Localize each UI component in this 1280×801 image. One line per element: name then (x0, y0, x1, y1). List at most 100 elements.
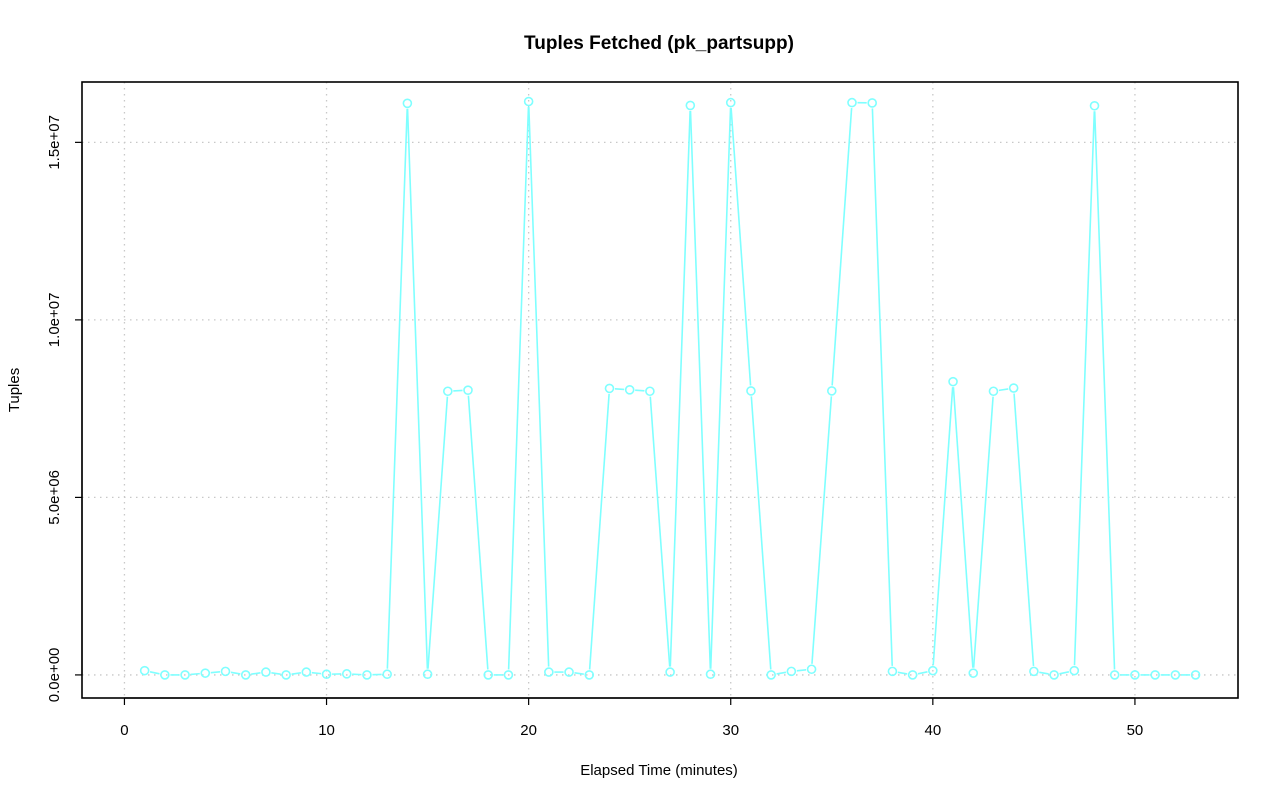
plot-frame (81, 81, 1239, 699)
data-point (483, 670, 494, 680)
data-point (220, 666, 231, 677)
series-line-segment (574, 672, 584, 675)
series-line-segment (730, 108, 752, 386)
data-point (685, 100, 696, 111)
series-line-segment (689, 110, 712, 669)
grid (82, 82, 1238, 698)
data-point (624, 385, 635, 395)
data-point (665, 667, 675, 677)
data-point (1150, 670, 1160, 680)
series-line-segment (467, 395, 489, 670)
data-point (1029, 666, 1039, 677)
series-line-segment (588, 393, 610, 670)
series-line-segment (811, 396, 833, 664)
data-point (584, 670, 595, 680)
series-line-segment (669, 110, 691, 667)
series-line-segment (917, 671, 928, 675)
data-point (402, 98, 413, 109)
series-line-segment (230, 671, 241, 675)
series-line-segment (149, 671, 160, 675)
data-point (948, 376, 958, 387)
series-line-segment (952, 387, 974, 668)
data-point (160, 670, 170, 680)
series-line-segment (776, 671, 787, 675)
y-tick-label: 5.0e+06 (46, 470, 63, 525)
data-point (422, 669, 433, 680)
series-line-segment (528, 106, 550, 667)
data-point (604, 383, 615, 394)
y-axis-label: Tuples (6, 368, 23, 412)
data-point (786, 666, 797, 677)
x-tick-label: 10 (318, 722, 335, 739)
series-line-segment (1059, 671, 1070, 675)
series-line-segment (190, 672, 200, 676)
data-point (1109, 670, 1120, 680)
data-point (200, 668, 211, 678)
y-tick-label: 1.0e+07 (46, 293, 63, 348)
data-point (988, 386, 999, 397)
data-point (826, 386, 837, 396)
series-line-segment (871, 108, 894, 666)
x-tick-label: 30 (722, 722, 739, 739)
data-point (806, 664, 817, 675)
series-line-segment (210, 671, 221, 674)
data-point (463, 385, 473, 395)
data-point (261, 667, 271, 677)
data-point (887, 666, 898, 677)
data-point (645, 386, 655, 397)
series-line-segment (251, 672, 261, 675)
series-line-segment (291, 672, 301, 675)
data-point (321, 669, 332, 680)
data-point (341, 669, 352, 679)
data-point (281, 670, 291, 680)
data-point (1130, 670, 1140, 680)
series-line-segment (649, 396, 671, 667)
series-line-segment (1073, 111, 1096, 666)
data-point (1089, 100, 1100, 111)
series-line-segment (271, 672, 281, 675)
series-line-segment (831, 108, 853, 386)
data-point (1008, 383, 1019, 393)
data-point (442, 386, 453, 397)
series-line-segment (932, 387, 954, 666)
data-point (907, 670, 918, 680)
series (139, 96, 1201, 680)
data-point (705, 669, 716, 680)
series-line-segment (406, 108, 429, 669)
data-point (867, 98, 878, 108)
data-point (1069, 665, 1080, 676)
series-line-segment (386, 108, 408, 669)
x-axis: 0 10 20 30 40 50 (120, 697, 1144, 739)
data-point (1049, 670, 1059, 680)
series-line-segment (750, 396, 772, 670)
x-axis-label: Elapsed Time (minutes) (580, 762, 738, 779)
data-point (746, 386, 756, 396)
data-point (766, 670, 776, 680)
x-tick-label: 0 (120, 722, 128, 739)
data-point (928, 665, 938, 676)
data-point (1190, 670, 1201, 680)
data-point (180, 670, 190, 680)
series-line-segment (1093, 111, 1116, 670)
x-tick-label: 40 (924, 722, 941, 739)
series-line-segment (897, 671, 908, 675)
series-line-segment (998, 388, 1009, 392)
series-line-segment (796, 669, 807, 672)
y-tick-label: 0.0e+00 (46, 648, 63, 703)
data-point (301, 667, 312, 677)
x-tick-label: 50 (1127, 722, 1144, 739)
series-line-segment (614, 387, 625, 391)
data-point (968, 668, 979, 678)
data-point (847, 97, 857, 108)
series-line-segment (709, 108, 732, 669)
series-line-segment (972, 396, 994, 668)
y-tick-label: 1.5e+07 (46, 115, 63, 170)
chart-title: Tuples Fetched (pk_partsupp) (524, 33, 794, 54)
data-point (382, 669, 392, 680)
x-tick-label: 20 (520, 722, 537, 739)
data-point (139, 665, 150, 676)
data-point (523, 96, 534, 107)
data-point (564, 667, 574, 677)
data-point (1170, 670, 1181, 680)
